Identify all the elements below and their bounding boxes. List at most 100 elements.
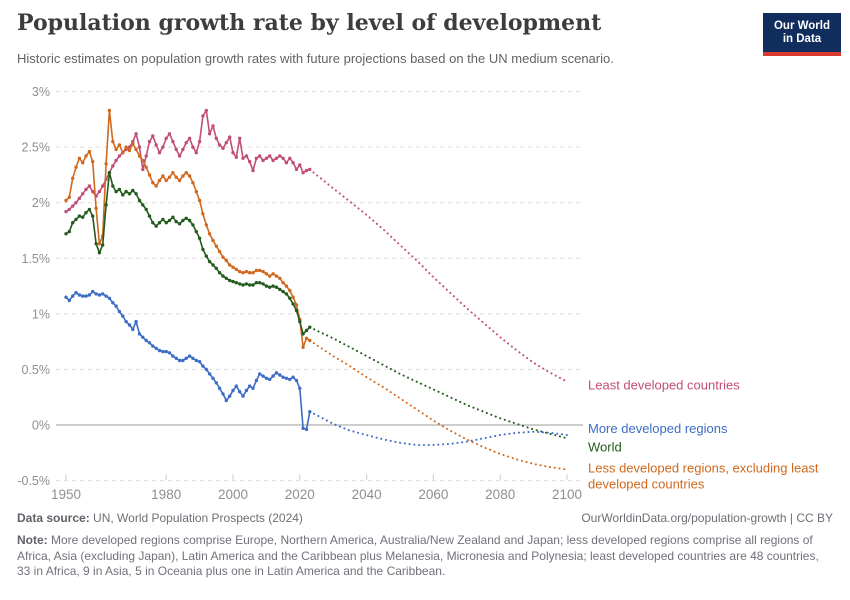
series-marker-more-developed-regions [147, 341, 152, 345]
series-marker-less-developed-regions-excluding-least-developed-countries [157, 178, 162, 183]
series-marker-world [124, 189, 128, 194]
series-label-less-developed-regions-excluding-least-developed-countries[interactable]: Less developed regions, excluding least d… [588, 460, 819, 491]
series-marker-less-developed-regions-excluding-least-developed-countries [127, 148, 132, 153]
series-marker-more-developed-regions [121, 314, 125, 318]
series-marker-more-developed-regions [101, 292, 105, 296]
series-marker-less-developed-regions-excluding-least-developed-countries [161, 174, 165, 178]
series-marker-more-developed-regions [264, 376, 269, 380]
series-marker-more-developed-regions [81, 294, 85, 298]
series-marker-less-developed-regions-excluding-least-developed-countries [107, 108, 112, 113]
owid-logo-line1: Our World [773, 19, 830, 32]
series-marker-less-developed-regions-excluding-least-developed-countries [87, 149, 92, 154]
series-marker-less-developed-regions-excluding-least-developed-countries [104, 162, 108, 166]
series-marker-least-developed-countries [271, 158, 275, 163]
population-growth-line-chart[interactable]: 3% 2.5% 2% 1.5% 1% 0.5% 0% -0.5%1950 1980 2000 202… [0, 0, 850, 505]
series-marker-more-developed-regions [284, 376, 289, 380]
series-marker-least-developed-countries [161, 145, 165, 149]
series-marker-world [231, 279, 235, 284]
series-marker-world [284, 292, 289, 296]
series-projection-more-developed-regions[interactable] [308, 410, 568, 446]
series-marker-more-developed-regions [187, 354, 192, 358]
series-label-least-developed-countries[interactable]: Least developed countries [588, 378, 740, 393]
series-marker-more-developed-regions [67, 298, 72, 303]
owid-logo[interactable]: Our World in Data [763, 13, 841, 56]
series-line-less-developed-regions-excluding-least-developed-countries[interactable] [65, 109, 311, 348]
series-line-world[interactable] [65, 171, 311, 335]
series-marker-least-developed-countries [101, 184, 105, 188]
series-line-more-developed-regions[interactable] [65, 290, 311, 431]
series-marker-least-developed-countries [157, 151, 162, 155]
chart-subtitle: Historic estimates on population growth … [17, 51, 614, 66]
series-marker-world [141, 203, 145, 207]
series-marker-more-developed-regions [87, 293, 92, 297]
data-source-label: Data source: [17, 511, 90, 525]
series-marker-least-developed-countries [221, 146, 225, 150]
series-marker-less-developed-regions-excluding-least-developed-countries [291, 295, 295, 299]
series-marker-least-developed-countries [298, 163, 302, 167]
series-marker-least-developed-countries [91, 189, 95, 194]
series-marker-more-developed-regions [217, 386, 222, 390]
series-marker-least-developed-countries [278, 154, 282, 158]
series-marker-world [221, 274, 225, 278]
x-tick-label: 2060 [418, 487, 448, 502]
series-marker-least-developed-countries [248, 159, 252, 164]
series-marker-least-developed-countries [224, 141, 228, 145]
series-marker-least-developed-countries [261, 158, 265, 163]
series-marker-world [91, 214, 95, 218]
series-marker-less-developed-regions-excluding-least-developed-countries [71, 176, 75, 180]
series-marker-world [177, 222, 182, 226]
series-marker-more-developed-regions [127, 323, 132, 327]
series-marker-world [84, 211, 88, 215]
series-marker-less-developed-regions-excluding-least-developed-countries [177, 178, 182, 183]
series-marker-more-developed-regions [104, 294, 108, 298]
series-marker-less-developed-regions-excluding-least-developed-countries [167, 175, 172, 179]
series-marker-least-developed-countries [74, 201, 78, 205]
series-marker-world [238, 282, 242, 286]
series-marker-least-developed-countries [301, 171, 305, 175]
series-marker-less-developed-regions-excluding-least-developed-countries [288, 288, 292, 293]
series-marker-world [164, 221, 168, 225]
series-marker-less-developed-regions-excluding-least-developed-countries [141, 158, 145, 163]
series-marker-world [101, 243, 105, 247]
series-marker-more-developed-regions [137, 332, 142, 336]
series-marker-more-developed-regions [144, 338, 148, 343]
series-marker-less-developed-regions-excluding-least-developed-countries [304, 336, 309, 340]
series-label-world[interactable]: World [588, 439, 622, 454]
series-marker-more-developed-regions [251, 386, 255, 390]
series-marker-world [107, 171, 112, 175]
series-marker-less-developed-regions-excluding-least-developed-countries [164, 178, 168, 183]
series-marker-less-developed-regions-excluding-least-developed-countries [207, 232, 212, 236]
series-label-more-developed-regions[interactable]: More developed regions [588, 421, 728, 436]
series-marker-less-developed-regions-excluding-least-developed-countries [228, 263, 232, 267]
series-marker-less-developed-regions-excluding-least-developed-countries [144, 165, 148, 169]
series-marker-least-developed-countries [174, 147, 178, 152]
series-marker-more-developed-regions [124, 319, 128, 324]
series-marker-least-developed-countries [177, 154, 182, 158]
series-projection-less-developed-regions-excluding-least-developed-countries[interactable] [308, 339, 568, 471]
y-tick-label: 3% [32, 85, 50, 99]
series-marker-more-developed-regions [248, 384, 252, 388]
series-marker-more-developed-regions [141, 335, 145, 339]
footer-citation-link[interactable]: OurWorldinData.org/population-growth | C… [581, 511, 833, 525]
series-marker-more-developed-regions [114, 304, 118, 308]
series-marker-least-developed-countries [191, 145, 195, 149]
series-marker-world [228, 278, 232, 283]
series-marker-more-developed-regions [304, 427, 309, 432]
series-marker-more-developed-regions [241, 394, 245, 398]
series-marker-world [97, 251, 102, 255]
x-tick-label: 2080 [485, 487, 515, 502]
series-marker-world [74, 217, 78, 222]
series-marker-less-developed-regions-excluding-least-developed-countries [74, 165, 78, 169]
series-marker-more-developed-regions [288, 377, 292, 382]
note-label: Note: [17, 533, 48, 547]
series-marker-world [207, 259, 212, 264]
chart-footer: Data source: UN, World Population Prospe… [17, 511, 833, 580]
series-marker-world [114, 189, 118, 194]
series-marker-least-developed-countries [214, 136, 218, 140]
series-projection-world[interactable] [308, 326, 568, 440]
series-marker-world [251, 283, 255, 287]
series-marker-world [184, 216, 188, 220]
series-projection-least-developed-countries[interactable] [308, 168, 568, 383]
series-marker-less-developed-regions-excluding-least-developed-countries [84, 154, 88, 158]
series-marker-less-developed-regions-excluding-least-developed-countries [204, 223, 208, 227]
